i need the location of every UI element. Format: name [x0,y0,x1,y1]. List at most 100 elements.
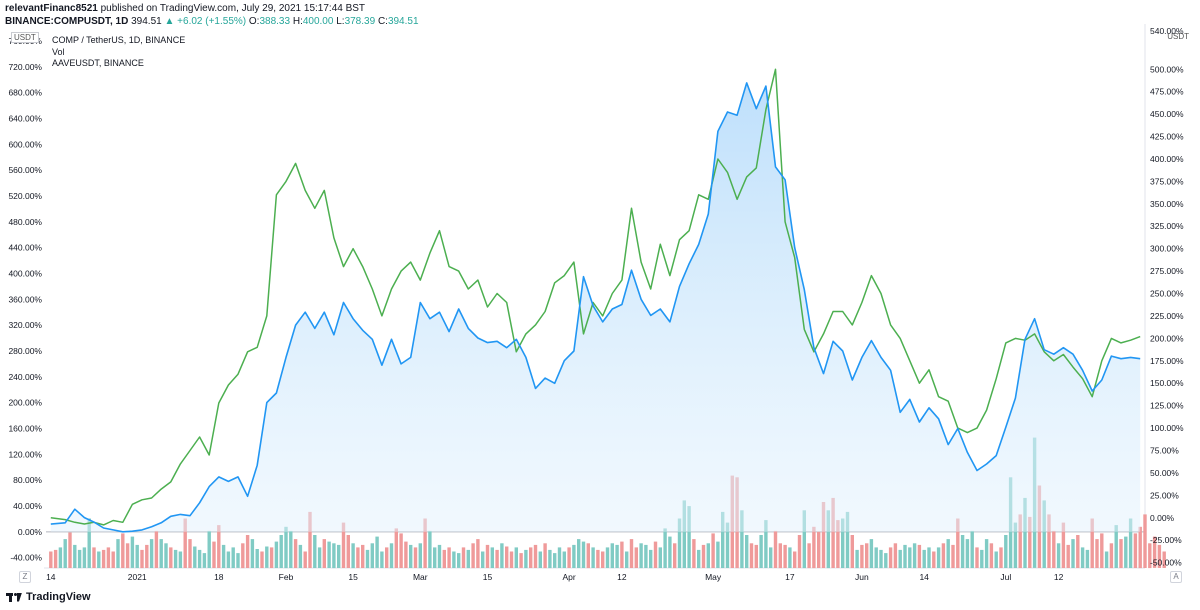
volume-bar [567,547,571,568]
volume-bar [538,551,542,568]
volume-bar [697,549,701,569]
left-tick-label: 280.00% [8,346,42,356]
volume-bar [135,544,139,568]
volume-bar [1143,514,1147,568]
volume-bar [322,539,326,568]
volume-bar [1085,549,1090,569]
volume-bar [922,549,926,569]
volume-bar [677,518,682,568]
volume-bar [740,510,744,569]
volume-bar [927,547,931,568]
left-tick-label: 560.00% [8,165,42,175]
volume-bar [423,518,427,568]
volume-bar [941,543,946,569]
left-tick-label: 480.00% [8,217,42,227]
right-tick-label: 250.00% [1150,289,1184,299]
volume-bar [293,539,298,568]
volume-bar [548,549,552,569]
volume-bar [773,530,778,568]
volume-bar [802,510,806,569]
volume-bar [289,530,293,568]
volume-bar [154,530,159,568]
volume-bar [845,511,850,568]
log-scale-toggle[interactable]: Z [19,571,31,583]
volume-bar [706,543,710,569]
volume-bar [1061,522,1066,568]
volume-bar [605,547,610,568]
left-tick-label: 680.00% [8,88,42,98]
volume-bar [485,544,490,568]
volume-bar [869,539,874,568]
volume-bar [1124,536,1128,568]
volume-bar [389,543,394,569]
volume-bar [970,530,974,568]
volume-bar [82,547,87,568]
volume-bar [553,553,557,568]
right-tick-label: 200.00% [1150,333,1184,343]
volume-bar [634,547,638,568]
volume-bar [841,518,845,568]
volume-bar [1109,543,1114,569]
volume-bar [557,547,562,568]
volume-bar [658,547,662,568]
volume-bar [610,543,614,569]
right-tick-label: 0.00% [1150,513,1175,523]
volume-bar [169,547,173,568]
volume-bar [207,530,211,568]
volume-bar [145,544,149,568]
volume-bar [442,549,446,569]
volume-bar [433,547,437,568]
right-tick-label: 50.00% [1150,468,1179,478]
volume-bar [87,518,91,568]
volume-bar [975,547,979,568]
left-tick-label: 720.00% [8,62,42,72]
right-tick-label: 25.00% [1150,490,1179,500]
volume-bar [245,535,250,568]
volume-bar [164,543,168,569]
volume-bar [1128,518,1133,568]
low-label: L: [336,16,345,27]
volume-bar [1080,547,1085,568]
volume-bar [116,539,120,568]
legend-compare[interactable]: AAVEUSDT, BINANCE [52,58,144,68]
left-tick-label: 360.00% [8,294,42,304]
tradingview-brand[interactable]: TradingView [6,591,91,603]
volume-bar [932,551,936,568]
volume-bar [745,535,749,568]
right-tick-label: 150.00% [1150,378,1184,388]
legend-volume[interactable]: Vol [52,47,65,57]
right-tick-label: 100.00% [1150,423,1184,433]
volume-bar [788,547,792,568]
right-tick-label: 400.00% [1150,154,1184,164]
right-tick-label: 350.00% [1150,199,1184,209]
time-tick-label: 14 [919,572,929,582]
volume-bar [1138,526,1142,569]
volume-bar [701,544,706,568]
volume-bar [644,544,648,568]
volume-bar [250,539,255,568]
high-value: 400.00 [302,16,334,27]
right-tick-label: 375.00% [1150,176,1184,186]
volume-bar [984,539,989,568]
volume-bar [341,522,346,568]
volume-bar [888,547,893,568]
volume-bar [596,549,600,569]
volume-bar [620,541,624,568]
symbol-label[interactable]: BINANCE:COMPUSDT, 1D [5,16,129,27]
brand-name: TradingView [26,591,91,603]
legend-main[interactable]: COMP / TetherUS, 1D, BINANCE [52,35,186,45]
right-tick-label: 175.00% [1150,356,1184,366]
volume-bar [716,541,720,568]
left-tick-label: 240.00% [8,372,42,382]
volume-bar [1023,497,1027,568]
left-axis-unit[interactable]: USDT [11,32,39,43]
right-tick-label: 125.00% [1150,401,1184,411]
auto-scale-toggle[interactable]: A [1170,571,1182,583]
volume-bar [989,543,994,569]
volume-bar [1119,539,1123,568]
volume-bar [999,547,1003,568]
time-tick-label: 15 [483,572,493,582]
volume-bar [452,551,456,568]
author-name[interactable]: relevantFinanc8521 [5,3,98,14]
